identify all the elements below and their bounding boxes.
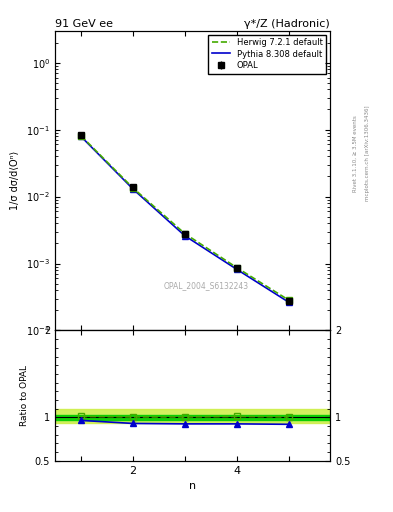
Herwig 7.2.1 default: [79, 133, 83, 139]
Text: mcplots.cern.ch [arXiv:1306.3436]: mcplots.cern.ch [arXiv:1306.3436]: [365, 106, 370, 201]
Herwig 7.2.1 default: [130, 185, 135, 191]
Pythia 8.308 default: [182, 232, 187, 239]
Text: OPAL_2004_S6132243: OPAL_2004_S6132243: [164, 281, 249, 290]
Text: 91 GeV ee: 91 GeV ee: [55, 18, 113, 29]
Herwig 7.2.1 default: [286, 297, 291, 303]
X-axis label: n: n: [189, 481, 196, 491]
Legend: Herwig 7.2.1 default, Pythia 8.308 default, OPAL: Herwig 7.2.1 default, Pythia 8.308 defau…: [208, 35, 326, 74]
Herwig 7.2.1 default: [234, 265, 239, 271]
Y-axis label: Ratio to OPAL: Ratio to OPAL: [20, 365, 29, 426]
Pythia 8.308 default: [130, 186, 135, 192]
Text: Rivet 3.1.10, ≥ 3.5M events: Rivet 3.1.10, ≥ 3.5M events: [353, 115, 358, 192]
Pythia 8.308 default: [79, 134, 83, 140]
Y-axis label: 1/σ dσ/d⟨Oⁿ⟩: 1/σ dσ/d⟨Oⁿ⟩: [10, 151, 20, 210]
Pythia 8.308 default: [234, 266, 239, 272]
Line: Pythia 8.308 default: Pythia 8.308 default: [81, 137, 288, 302]
Herwig 7.2.1 default: [182, 230, 187, 237]
Line: Herwig 7.2.1 default: Herwig 7.2.1 default: [81, 136, 288, 300]
Text: γ*/Z (Hadronic): γ*/Z (Hadronic): [244, 18, 330, 29]
Pythia 8.308 default: [286, 299, 291, 305]
